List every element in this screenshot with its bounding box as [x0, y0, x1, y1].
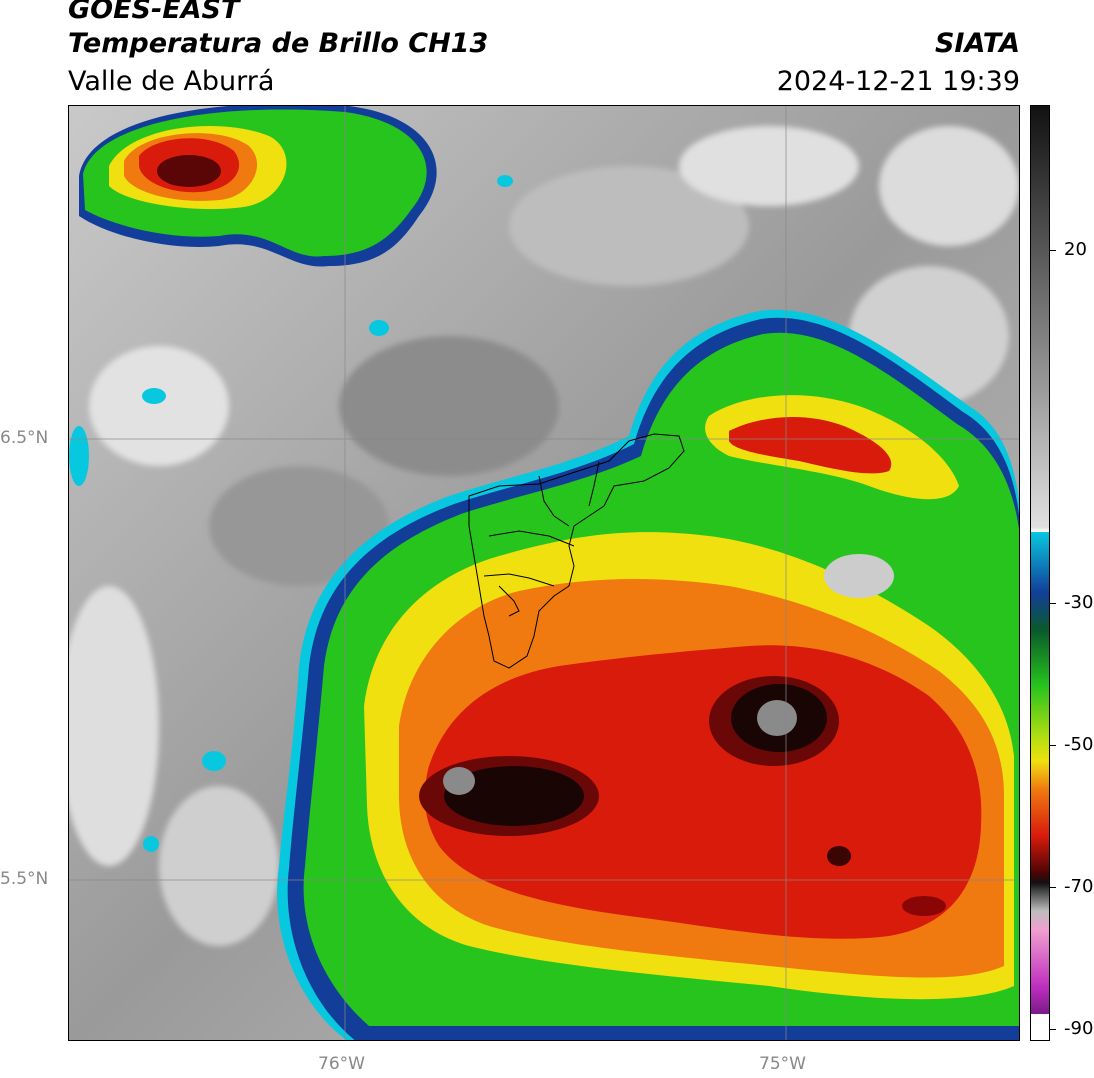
platform-title: GOES-EAST [68, 0, 240, 25]
region-subtitle: Valle de Aburrá [68, 66, 275, 97]
storm-cell-northwest [79, 106, 437, 267]
colorbar-tick-20 [1050, 250, 1056, 251]
source-label: SIATA [934, 28, 1020, 59]
storm-complex-southeast [277, 309, 1019, 1040]
scattered-clouds [69, 175, 513, 852]
lat-label-5-5: 5.5°N [0, 869, 49, 889]
colorbar-label-minus90: -90 [1064, 1018, 1094, 1039]
product-title: Temperatura de Brillo CH13 [68, 28, 489, 59]
gray-texture [69, 126, 1019, 946]
lon-label-76w: 76°W [318, 1054, 365, 1074]
colorbar-gradient [1031, 106, 1049, 1040]
colorbar-tick-minus30 [1050, 603, 1056, 604]
lat-label-6-5: 6.5°N [0, 428, 49, 448]
satellite-map [68, 105, 1020, 1041]
colorbar-label-minus30: -30 [1064, 592, 1094, 613]
colorbar-label-minus50: -50 [1064, 734, 1094, 755]
colorbar-tick-minus90 [1050, 1029, 1056, 1030]
colorbar-tick-minus50 [1050, 745, 1056, 746]
colorbar-label-minus70: -70 [1064, 876, 1094, 897]
lon-label-75w: 75°W [759, 1054, 806, 1074]
brightness-temperature-image [69, 106, 1019, 1040]
colorbar-tick-minus70 [1050, 887, 1056, 888]
timestamp-label: 2024-12-21 19:39 [776, 66, 1020, 97]
colorbar [1030, 105, 1050, 1041]
municipality-boundaries [468, 433, 685, 669]
colorbar-label-20: 20 [1064, 239, 1087, 260]
graticule [69, 106, 1019, 1040]
